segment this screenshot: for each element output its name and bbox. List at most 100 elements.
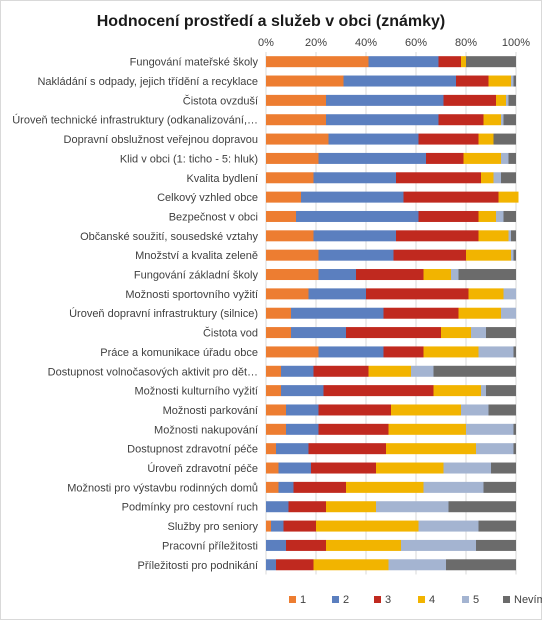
bar-segment-1 <box>266 423 286 435</box>
bar-segment-5 <box>501 307 516 319</box>
bar-segment-5 <box>388 559 446 571</box>
bar-segment-3 <box>311 462 376 474</box>
bar-segment-4 <box>458 307 501 319</box>
bar-segment-4 <box>496 94 506 106</box>
bar-segment-4 <box>316 520 419 532</box>
category-label: Pracovní příležitosti <box>162 540 258 552</box>
bar-segment-5 <box>411 365 434 377</box>
bar-segment-1 <box>266 56 369 68</box>
bar-segment-nevim <box>493 133 516 145</box>
bar-segment-1 <box>266 462 279 474</box>
bar-segment-2 <box>276 443 309 455</box>
bar-segment-nevim <box>513 75 516 87</box>
bars <box>266 56 519 571</box>
bar-segment-5 <box>501 114 504 126</box>
bar-segment-4 <box>466 249 511 261</box>
bar-segment-2 <box>296 210 419 222</box>
bar-segment-4 <box>468 288 504 300</box>
bar-segment-4 <box>326 501 376 513</box>
bar-segment-2 <box>281 385 324 397</box>
bar-segment-1 <box>266 443 276 455</box>
bar-segment-nevim <box>503 210 516 222</box>
bar-segment-2 <box>281 365 314 377</box>
bar-segment-3 <box>426 152 464 164</box>
bar-segment-nevim <box>486 327 516 339</box>
bar-segment-3 <box>318 423 389 435</box>
bar-segment-2 <box>278 481 294 493</box>
bar-segment-4 <box>488 75 511 87</box>
legend-swatch <box>462 596 469 603</box>
bar-segment-4 <box>478 133 494 145</box>
bar-segment-4 <box>478 230 509 242</box>
bar-segment-4 <box>461 56 466 68</box>
bar-segment-3 <box>308 443 386 455</box>
bar-segment-nevim <box>503 114 516 126</box>
legend-label: 2 <box>343 594 349 606</box>
bar-segment-1 <box>266 307 291 319</box>
bar-segment-3 <box>366 288 469 300</box>
bar-segment-nevim <box>513 423 516 435</box>
bar-segment-3 <box>383 346 424 358</box>
bar-segment-nevim <box>508 152 516 164</box>
bar-segment-nevim <box>476 539 516 551</box>
bar-segment-3 <box>323 385 434 397</box>
bar-segment-2 <box>326 94 444 106</box>
bar-segment-2 <box>318 152 426 164</box>
bar-segment-4 <box>386 443 476 455</box>
bar-segment-3 <box>396 172 481 184</box>
legend-label: 4 <box>429 594 435 606</box>
x-tick-label: 0% <box>258 37 274 49</box>
bar-segment-2 <box>328 133 419 145</box>
category-label: Podmínky pro cestovní ruch <box>122 502 258 514</box>
bar-segment-5 <box>461 404 489 416</box>
bar-segment-4 <box>326 539 401 551</box>
bar-segment-2 <box>313 172 396 184</box>
bar-segment-3 <box>346 327 441 339</box>
bar-segment-5 <box>508 230 511 242</box>
bar-segment-nevim <box>488 404 516 416</box>
bar-segment-1 <box>266 94 326 106</box>
bar-segment-5 <box>496 210 504 222</box>
bar-segment-nevim <box>511 230 516 242</box>
bar-segment-3 <box>283 520 316 532</box>
bar-segment-2 <box>266 539 286 551</box>
bar-segment-4 <box>481 172 494 184</box>
bar-segment-1 <box>266 230 314 242</box>
bar-segment-3 <box>443 94 496 106</box>
bar-segment-4 <box>368 365 411 377</box>
bar-segment-5 <box>481 385 486 397</box>
category-label: Klid v obci (1: ticho - 5: hluk) <box>120 153 258 165</box>
bar-segment-5 <box>503 288 516 300</box>
category-label: Možnosti sportovního vyžití <box>125 289 258 301</box>
bar-segment-5 <box>401 539 476 551</box>
bar-segment-4 <box>376 462 444 474</box>
bar-segment-5 <box>466 423 514 435</box>
bar-segment-1 <box>266 404 286 416</box>
category-label: Služby pro seniory <box>168 521 259 533</box>
bar-segment-3 <box>286 539 326 551</box>
bar-segment-1 <box>266 191 301 203</box>
bar-segment-2 <box>326 114 439 126</box>
bar-segment-5 <box>493 172 501 184</box>
x-tick-label: 80% <box>455 37 477 49</box>
bar-segment-2 <box>308 288 366 300</box>
bar-segment-4 <box>391 404 461 416</box>
bar-segment-2 <box>318 346 384 358</box>
legend-label: 3 <box>385 594 391 606</box>
x-tick-label: 60% <box>405 37 427 49</box>
category-label: Nakládání s odpady, jejich třídění a rec… <box>37 76 258 88</box>
category-label: Fungování mateřské školy <box>130 57 259 69</box>
category-label: Úroveň zdravotní péče <box>147 462 258 475</box>
bar-segment-4 <box>423 269 451 281</box>
category-label: Čistota ovzduší <box>183 94 258 107</box>
category-label: Možnosti nakupování <box>154 424 258 436</box>
legend-swatch <box>374 596 381 603</box>
bar-segment-4 <box>388 423 466 435</box>
legend-label: Nevím <box>514 594 542 606</box>
bar-segment-3 <box>418 133 479 145</box>
bar-segment-5 <box>511 249 514 261</box>
bar-segment-3 <box>356 269 424 281</box>
chart-title: Hodnocení prostředí a služeb v obci (zná… <box>97 13 446 30</box>
bar-segment-3 <box>276 559 314 571</box>
